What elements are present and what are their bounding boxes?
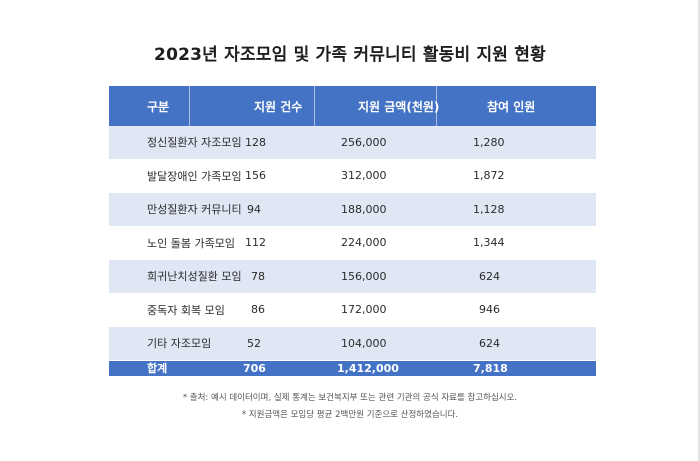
row-count: 52	[247, 336, 261, 350]
row-participants: 624	[479, 269, 500, 283]
table-row: 노인 돌봄 가족모임 112 224,000 1,344	[109, 226, 596, 260]
header-divider	[189, 86, 190, 126]
row-participants: 1,344	[473, 236, 505, 250]
total-amount: 1,412,000	[337, 361, 399, 375]
header-category: 구분	[147, 99, 170, 114]
row-amount: 256,000	[341, 135, 387, 149]
table-row: 정신질환자 자조모임 128 256,000 1,280	[109, 126, 596, 160]
row-participants: 624	[479, 336, 500, 350]
row-category: 중독자 회복 모임	[147, 303, 225, 317]
total-label: 합계	[147, 362, 168, 375]
page-title: 2023년 자조모임 및 가족 커뮤니티 활동비 지원 현황	[154, 45, 546, 65]
table-row: 발달장애인 가족모임 156 312,000 1,872	[109, 159, 596, 193]
row-count: 94	[247, 202, 261, 216]
header-amount: 지원 금액(천원)	[358, 99, 440, 114]
table-row: 만성질환자 커뮤니티 94 188,000 1,128	[109, 193, 596, 227]
row-count: 112	[245, 236, 266, 250]
table-row: 중독자 회복 모임 86 172,000 946	[109, 293, 596, 327]
footnote-source: * 출처: 예시 데이터이며, 실제 통계는 보건복지부 또는 관련 기관의 공…	[182, 393, 518, 403]
header-divider	[314, 86, 315, 126]
header-participants: 참여 인원	[487, 99, 536, 114]
row-participants: 1,280	[473, 135, 505, 149]
footnote-basis: * 지원금액은 모임당 평균 2백만원 기준으로 산정하였습니다.	[241, 410, 459, 420]
row-category: 희귀난치성질환 모임	[147, 270, 242, 284]
window-edge	[698, 0, 700, 461]
row-participants: 946	[479, 303, 500, 317]
row-amount: 104,000	[341, 336, 387, 350]
row-category: 정신질환자 자조모임	[147, 136, 242, 150]
row-category: 기타 자조모임	[147, 337, 212, 351]
row-count: 78	[251, 269, 265, 283]
table-header: 구분 지원 건수 지원 금액(천원) 참여 인원	[109, 86, 596, 126]
row-count: 156	[245, 169, 266, 183]
row-participants: 1,128	[473, 202, 505, 216]
row-category: 만성질환자 커뮤니티	[147, 203, 242, 217]
table-row: 기타 자조모임 52 104,000 624	[109, 327, 596, 361]
table-row: 희귀난치성질환 모임 78 156,000 624	[109, 260, 596, 294]
row-amount: 188,000	[341, 202, 387, 216]
row-amount: 172,000	[341, 303, 387, 317]
data-table: 구분 지원 건수 지원 금액(천원) 참여 인원 정신질환자 자조모임 128 …	[109, 86, 596, 376]
header-divider	[436, 86, 437, 126]
header-count: 지원 건수	[254, 99, 303, 114]
row-amount: 312,000	[341, 169, 387, 183]
total-participants: 7,818	[473, 361, 508, 375]
row-amount: 224,000	[341, 236, 387, 250]
row-participants: 1,872	[473, 169, 505, 183]
row-count: 86	[251, 303, 265, 317]
table-total-row: 합계 706 1,412,000 7,818	[109, 360, 596, 376]
total-count: 706	[243, 361, 266, 375]
row-count: 128	[245, 135, 266, 149]
row-amount: 156,000	[341, 269, 387, 283]
row-category: 노인 돌봄 가족모임	[147, 236, 235, 250]
row-category: 발달장애인 가족모임	[147, 169, 242, 183]
